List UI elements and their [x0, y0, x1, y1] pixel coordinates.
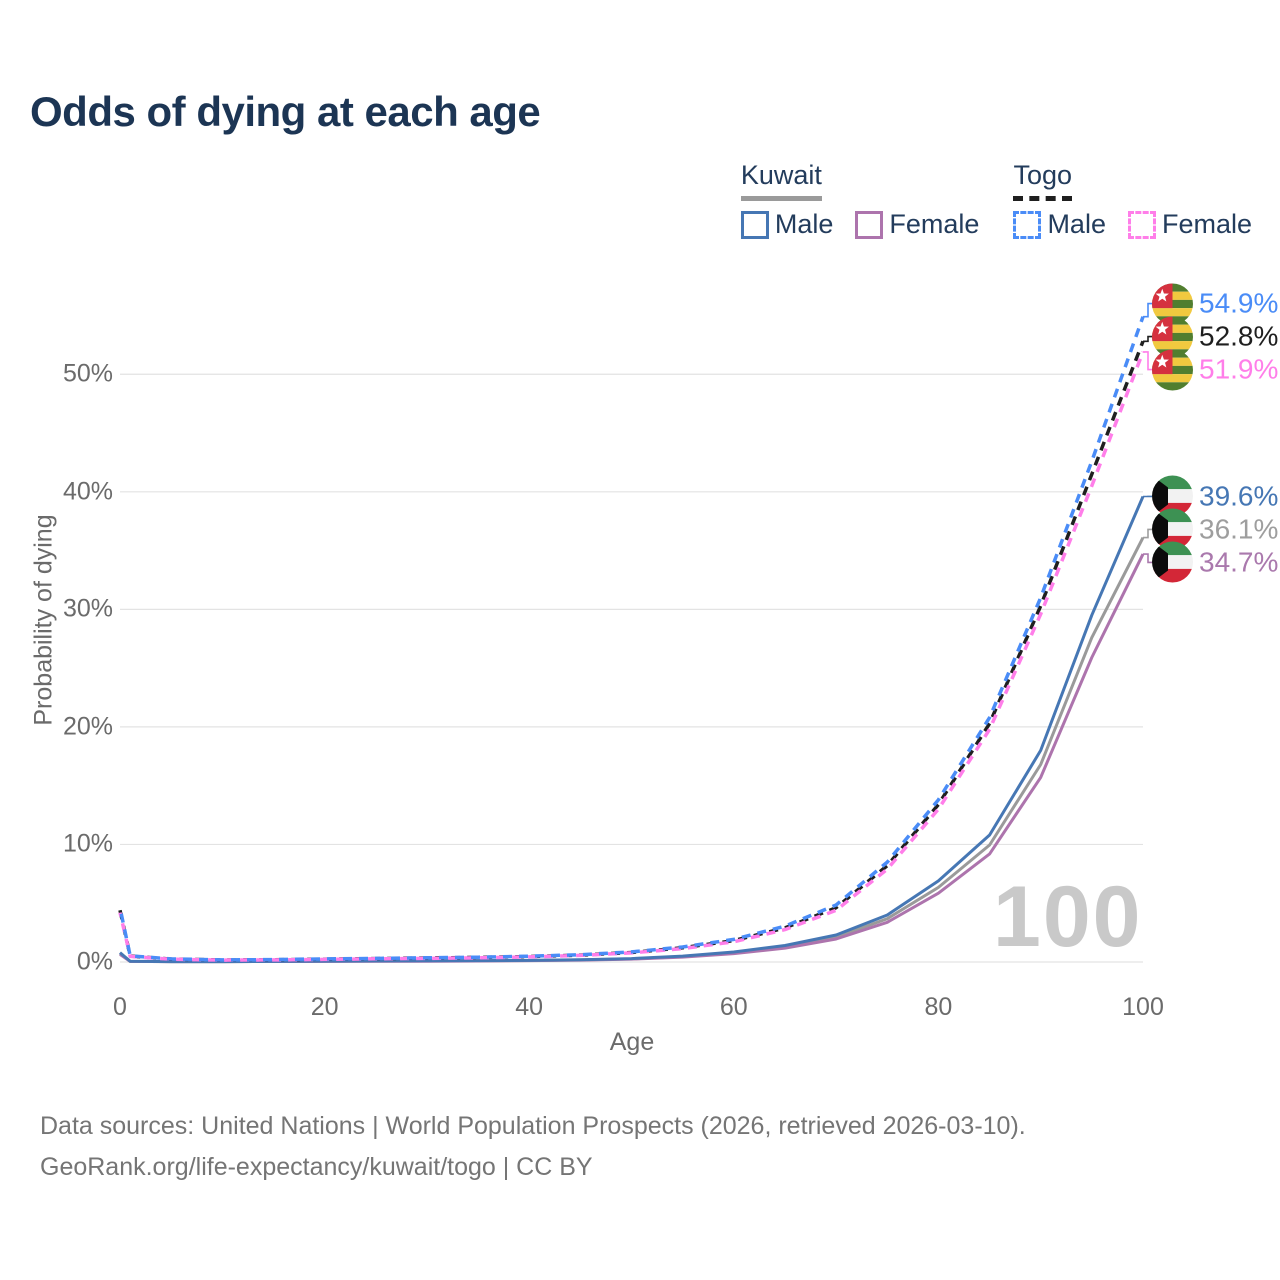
y-tick-label: 50%: [62, 359, 113, 388]
x-tick-label: 0: [113, 993, 127, 1021]
end-label-kuwait_female: 34.7%: [1152, 542, 1278, 583]
series-line-kuwait_female[interactable]: [119, 553, 1145, 964]
series-line-togo_both[interactable]: [118, 340, 1145, 962]
legend-item-label: Female: [1161, 209, 1252, 239]
series-line-togo_male[interactable]: [118, 316, 1145, 962]
data-sources-line: Data sources: United Nations | World Pop…: [40, 1112, 1026, 1140]
legend-item-togo-female[interactable]: Female: [1127, 209, 1252, 240]
x-tick-label: 80: [924, 993, 953, 1021]
legend-group-kuwait: Kuwait Male Female: [740, 160, 979, 240]
togo-male-swatch-icon: [1013, 210, 1042, 239]
y-tick-label: 20%: [62, 712, 113, 741]
y-tick-label: 10%: [62, 829, 113, 858]
series-line-kuwait_both[interactable]: [119, 536, 1145, 964]
legend-country-label: Togo: [1013, 160, 1072, 190]
series-lines: [118, 316, 1145, 964]
togo-female-swatch-icon: [1127, 210, 1156, 239]
gridlines: [120, 373, 1143, 963]
end-label-togo_male: 54.9%: [1152, 283, 1278, 324]
source-attribution: Data sources: United Nations | World Pop…: [40, 1106, 1026, 1188]
x-tick-label: 60: [719, 993, 748, 1021]
y-tick-label: 40%: [62, 477, 113, 506]
legend-item-kuwait-male[interactable]: Male: [740, 209, 834, 240]
label-connector: [1143, 302, 1152, 318]
kuwait-flag-icon: [1152, 542, 1193, 583]
legend-item-kuwait-female[interactable]: Female: [855, 209, 979, 240]
y-tick-label: 30%: [62, 594, 113, 623]
end-label-value: 52.8%: [1199, 320, 1279, 352]
label-connector: [1143, 528, 1152, 539]
end-label-value: 51.9%: [1199, 353, 1279, 385]
x-axis-title: Age: [609, 1028, 655, 1056]
legend: Kuwait Male Female Togo Male Female: [740, 160, 1252, 240]
legend-country-label: Kuwait: [740, 160, 822, 190]
x-tick-label: 20: [310, 993, 339, 1021]
kuwait-female-swatch-icon: [855, 210, 884, 239]
togo-flag-icon: [1152, 349, 1193, 390]
end-label-kuwait_both: 36.1%: [1152, 509, 1278, 550]
end-label-togo_both: 52.8%: [1152, 316, 1278, 357]
end-label-value: 54.9%: [1199, 287, 1279, 319]
y-tick-label: 0%: [76, 947, 113, 976]
legend-item-label: Male: [1047, 209, 1106, 239]
hover-age-watermark: 100: [993, 869, 1143, 965]
legend-item-togo-male[interactable]: Male: [1013, 209, 1106, 240]
kuwait-male-swatch-icon: [740, 210, 769, 239]
label-connector: [1143, 553, 1152, 564]
series-line-kuwait_male[interactable]: [119, 495, 1145, 964]
page-title: Odds of dying at each age: [30, 88, 541, 135]
legend-country-togo[interactable]: Togo: [1013, 160, 1072, 201]
end-label-value: 36.1%: [1199, 513, 1279, 545]
x-tick-label: 40: [515, 993, 544, 1021]
legend-country-kuwait[interactable]: Kuwait: [740, 160, 822, 201]
series-line-togo_female[interactable]: [118, 351, 1145, 962]
end-label-value: 39.6%: [1199, 480, 1279, 512]
legend-item-label: Female: [889, 209, 980, 239]
end-label-togo_female: 51.9%: [1152, 349, 1278, 390]
label-connector: [1143, 351, 1152, 371]
license-line: GeoRank.org/life-expectancy/kuwait/togo …: [40, 1153, 593, 1181]
label-connector: [1143, 335, 1152, 343]
end-label-kuwait_male: 39.6%: [1152, 476, 1278, 517]
legend-item-label: Male: [774, 209, 834, 239]
legend-group-togo: Togo Male Female: [1013, 160, 1252, 240]
end-label-value: 34.7%: [1199, 546, 1279, 578]
label-connectors: [1143, 302, 1152, 564]
x-tick-label: 100: [1122, 993, 1164, 1021]
